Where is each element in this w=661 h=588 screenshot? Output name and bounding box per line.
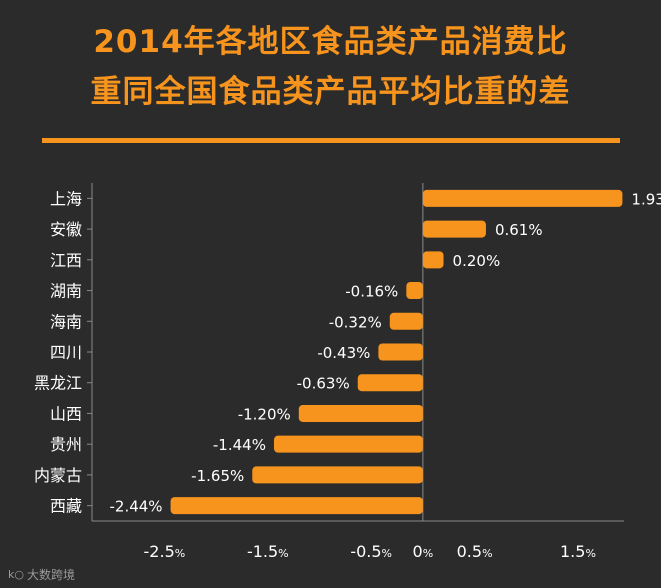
data-label: 1.93% [631,190,661,208]
title-underline [42,138,620,143]
data-label: -0.16% [345,283,398,301]
data-label: -1.65% [191,467,244,485]
data-label: -0.63% [297,375,350,393]
watermark: k○ 大数跨境 [8,566,75,583]
x-tick-label: 0.5% [457,542,493,561]
bar [170,497,423,515]
category-label: 海南 [50,312,82,331]
bar [378,343,423,361]
data-label: -1.44% [213,436,266,454]
data-label: 0.20% [453,252,501,270]
data-label: -1.20% [238,405,291,423]
category-label: 贵州 [50,435,82,454]
data-label: 0.61% [495,221,543,239]
data-label: -2.44% [110,498,163,516]
category-label: 江西 [50,251,82,270]
category-label: 上海 [50,189,82,208]
bar [422,189,623,207]
watermark-text: 大数跨境 [26,568,75,582]
bar [273,435,423,453]
bar [389,312,423,330]
bar [298,404,423,422]
data-label: -0.32% [329,313,382,331]
category-label: 安徽 [50,220,82,239]
data-label: -0.43% [317,344,370,362]
bar [406,282,423,300]
category-label: 山西 [50,404,82,423]
bar [422,220,486,238]
category-label: 湖南 [50,282,82,301]
x-tick-label: -0.5% [350,542,392,561]
circle-logo-icon: k○ [8,568,24,581]
x-tick-label: 1.5% [560,542,596,561]
bar [357,374,423,392]
category-label: 西藏 [50,497,82,516]
x-tick-label: -2.5% [144,542,186,561]
x-tick-label: -1.5% [247,542,289,561]
bar [422,251,444,269]
category-label: 四川 [50,343,82,362]
x-tick-label: 0% [413,542,434,561]
category-label: 内蒙古 [34,466,82,485]
chart-title-line1: 2014年各地区食品类产品消费比 [93,24,568,60]
category-label: 黑龙江 [34,374,82,393]
bar [252,466,423,484]
chart-title-line2: 重同全国食品类产品平均比重的差 [90,74,571,110]
